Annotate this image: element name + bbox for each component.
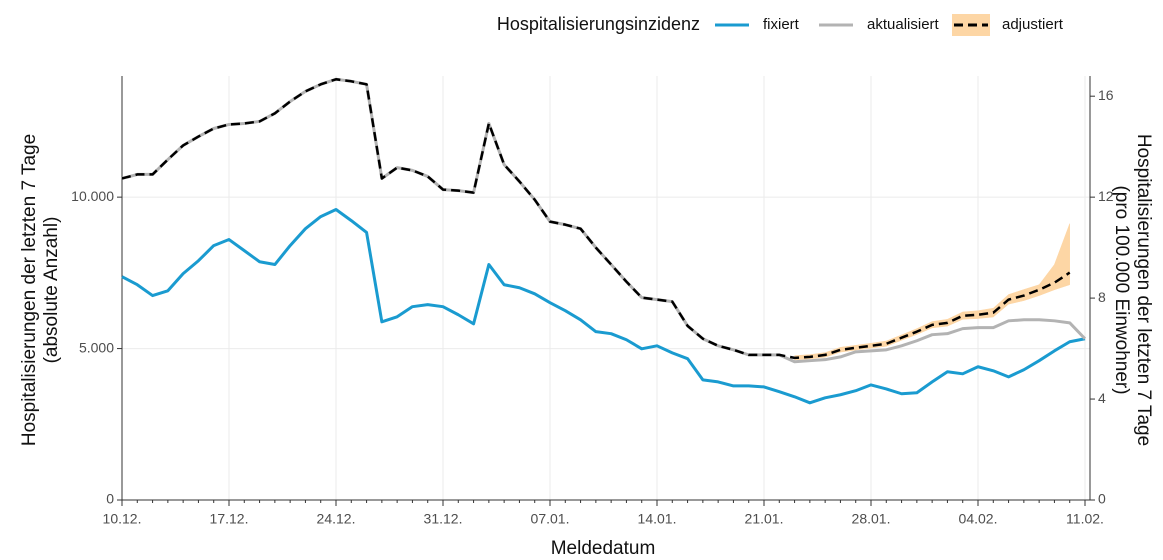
y2-tick-label: 8 xyxy=(1098,289,1106,305)
uncertainty-band xyxy=(993,294,1009,318)
y2-tick-label: 16 xyxy=(1098,87,1114,103)
legend-label: aktualisiert xyxy=(867,16,940,33)
x-tick-label: 10.12. xyxy=(103,511,142,527)
x-tick-label: 24.12. xyxy=(317,511,356,527)
y2-axis-title: Hospitalisierungen der letzten 7 Tage xyxy=(1133,134,1154,446)
legend-title: Hospitalisierungsinzidenz xyxy=(497,14,700,34)
y2-axis-title: (pro 100.000 Einwohner) xyxy=(1111,185,1132,394)
y2-tick-label: 4 xyxy=(1098,390,1106,406)
uncertainty-band xyxy=(1054,223,1070,291)
x-tick-label: 11.02. xyxy=(1066,511,1104,527)
legend-label: fixiert xyxy=(763,16,800,33)
legend-item: aktualisiert xyxy=(819,16,940,33)
x-tick-label: 28.01. xyxy=(852,511,891,527)
x-axis-title: Meldedatum xyxy=(551,538,656,559)
y-tick-label: 0 xyxy=(106,491,114,507)
uncertainty-band xyxy=(901,328,918,341)
series-line xyxy=(121,208,1086,405)
x-tick-label: 31.12. xyxy=(424,511,463,527)
y-axis-title: (absolute Anzahl) xyxy=(41,217,62,364)
series-line xyxy=(121,77,1087,364)
uncertainty-band xyxy=(916,321,933,335)
x-tick-label: 14.01. xyxy=(638,511,677,527)
legend-item: fixiert xyxy=(715,16,800,33)
legend-item: adjustiert xyxy=(952,14,1064,36)
x-tick-label: 04.02. xyxy=(959,511,998,527)
y-tick-label: 10.000 xyxy=(71,188,114,204)
x-tick-label: 07.01. xyxy=(531,511,570,527)
legend-label: adjustiert xyxy=(1002,16,1064,33)
y-axis-title: Hospitalisierungen der letzten 7 Tage xyxy=(19,134,40,446)
y2-tick-label: 0 xyxy=(1098,491,1106,507)
series-line xyxy=(121,78,1071,360)
y-tick-label: 5.000 xyxy=(79,339,114,355)
x-tick-label: 17.12. xyxy=(210,511,249,527)
y2-tick-label: 12 xyxy=(1098,188,1114,204)
uncertainty-band xyxy=(1038,263,1055,296)
x-tick-label: 21.01. xyxy=(745,511,784,527)
